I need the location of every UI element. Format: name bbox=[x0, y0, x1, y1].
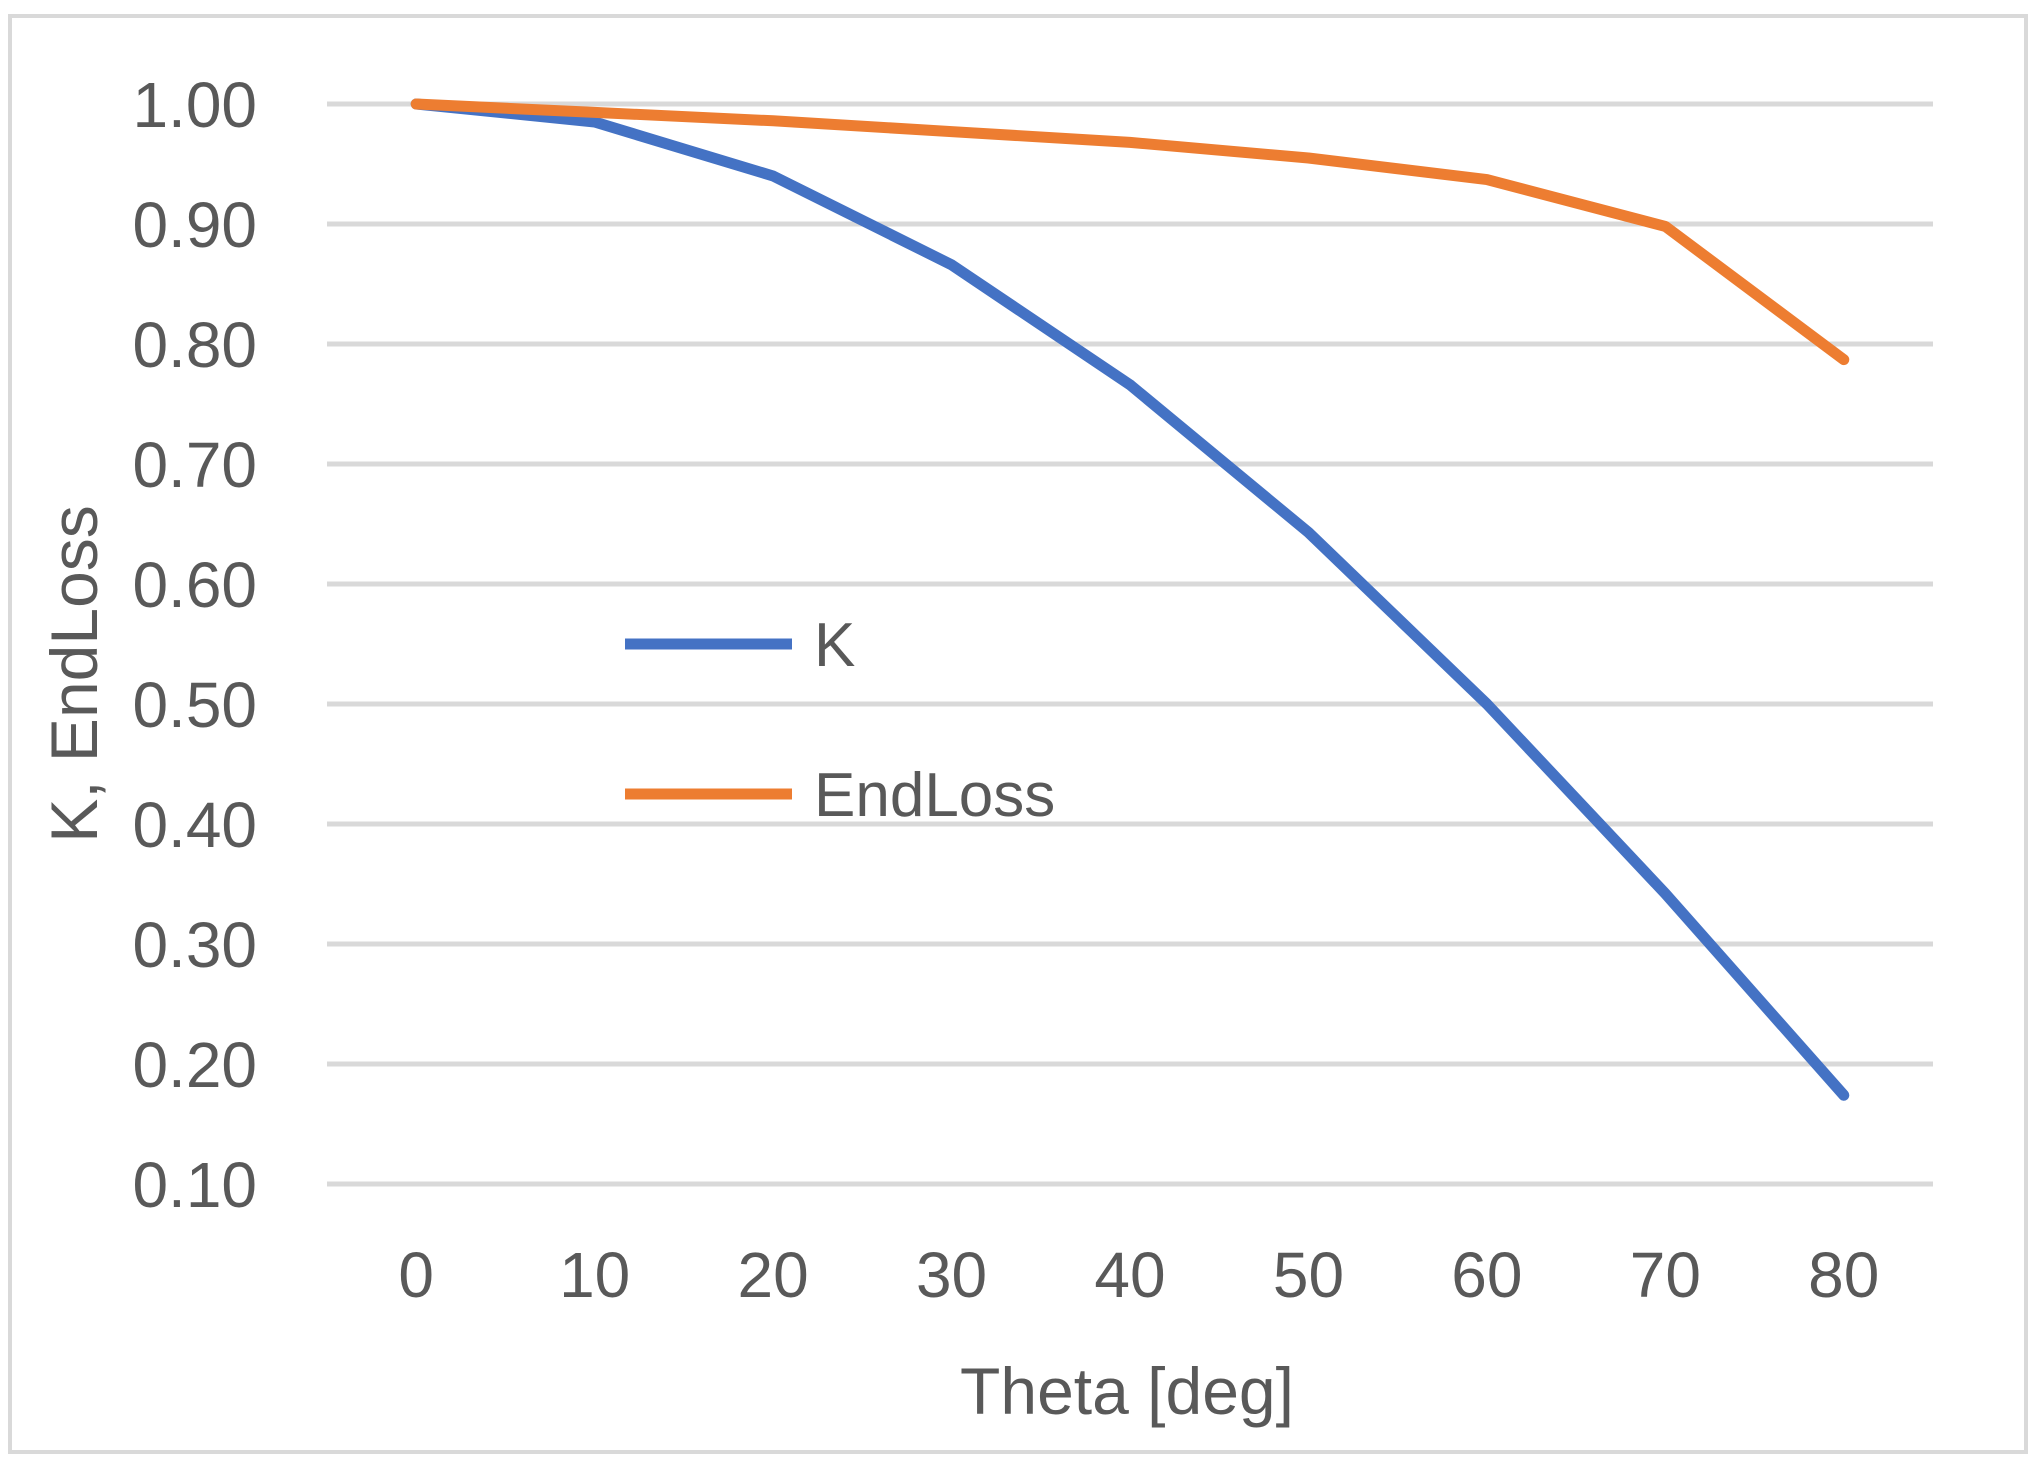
y-tick-label: 0.90 bbox=[132, 189, 257, 261]
legend-label-endloss: EndLoss bbox=[814, 761, 1055, 830]
y-tick-label: 1.00 bbox=[132, 69, 257, 141]
x-tick-label: 30 bbox=[916, 1239, 987, 1311]
y-tick-label: 0.20 bbox=[132, 1029, 257, 1101]
gridlines bbox=[327, 101, 1933, 1187]
y-tick-label: 0.80 bbox=[132, 309, 257, 381]
x-tick-label: 0 bbox=[398, 1239, 434, 1311]
y-axis-tick-labels: 1.00 0.90 0.80 0.70 0.60 0.50 0.40 0.30 0.20 0.10 bbox=[132, 69, 257, 1221]
x-tick-label: 10 bbox=[559, 1239, 630, 1311]
series-lines bbox=[410, 98, 1850, 1101]
x-axis-title: Theta [deg] bbox=[960, 1354, 1294, 1428]
y-tick-label: 0.10 bbox=[132, 1149, 257, 1221]
x-axis-tick-labels: 0 10 20 30 40 50 60 70 80 bbox=[398, 1239, 1879, 1311]
x-tick-label: 20 bbox=[738, 1239, 809, 1311]
series-line-endloss bbox=[410, 98, 1850, 366]
y-tick-label: 0.50 bbox=[132, 669, 257, 741]
legend-label-k: K bbox=[814, 611, 855, 680]
series-line-k bbox=[410, 98, 1850, 1101]
x-tick-label: 60 bbox=[1451, 1239, 1522, 1311]
chart-border bbox=[8, 14, 2028, 1454]
y-axis-title: K, EndLoss bbox=[37, 505, 111, 843]
y-tick-label: 0.60 bbox=[132, 549, 257, 621]
x-tick-label: 50 bbox=[1273, 1239, 1344, 1311]
x-tick-label: 80 bbox=[1808, 1239, 1879, 1311]
x-tick-label: 40 bbox=[1094, 1239, 1165, 1311]
x-tick-label: 70 bbox=[1630, 1239, 1701, 1311]
y-tick-label: 0.40 bbox=[132, 789, 257, 861]
y-tick-label: 0.70 bbox=[132, 429, 257, 501]
y-tick-label: 0.30 bbox=[132, 909, 257, 981]
legend: K EndLoss bbox=[625, 611, 1055, 830]
